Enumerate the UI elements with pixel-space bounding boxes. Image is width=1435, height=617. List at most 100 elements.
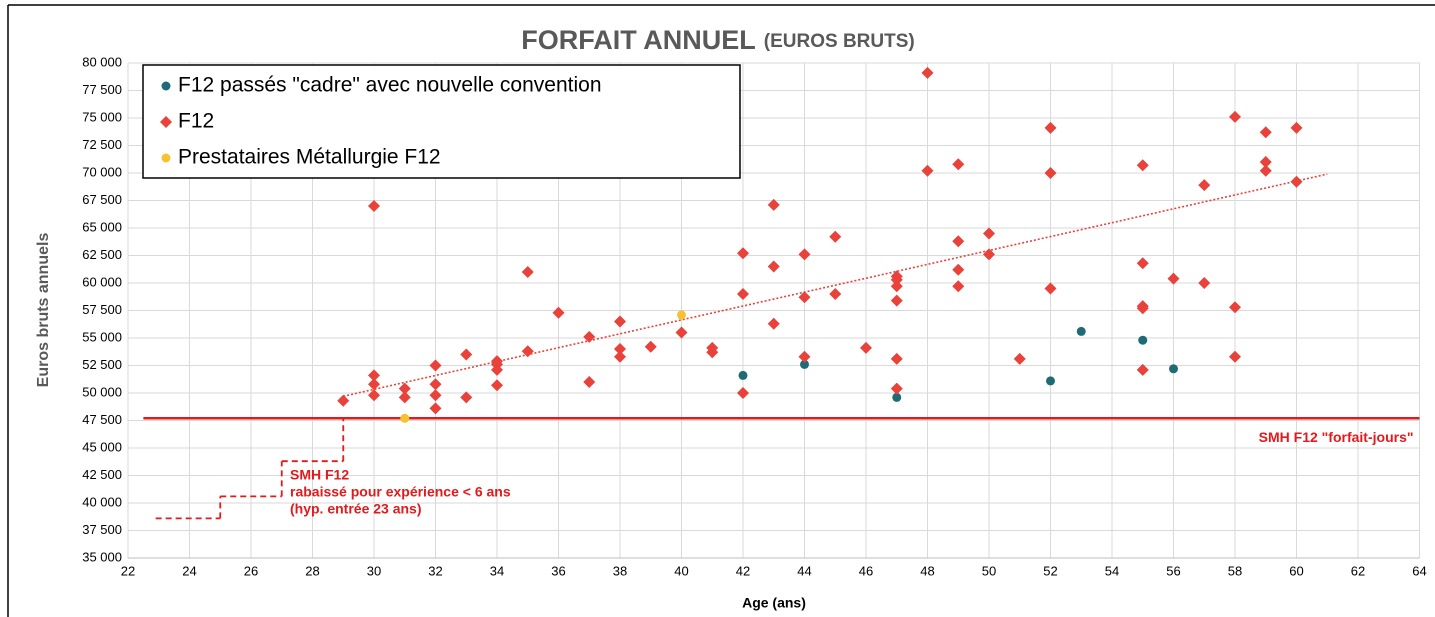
point — [1198, 277, 1211, 289]
x-tick-label: 28 — [305, 563, 319, 578]
x-tick-label: 46 — [859, 563, 873, 578]
point — [860, 341, 872, 354]
point — [1138, 335, 1148, 345]
y-tick-label: 37 500 — [82, 522, 122, 537]
y-tick-label: 50 000 — [82, 384, 122, 399]
smh-label: SMH F12 "forfait-jours" — [1259, 429, 1414, 445]
x-tick-label: 32 — [428, 563, 442, 578]
point — [767, 317, 780, 330]
x-tick-label: 40 — [674, 563, 688, 578]
x-axis-label: Age (ans) — [742, 595, 806, 611]
point — [798, 248, 811, 261]
point — [1136, 302, 1149, 315]
y-tick-label: 42 500 — [82, 467, 122, 482]
x-tick-label: 56 — [1166, 563, 1180, 578]
x-tick-label: 50 — [982, 563, 996, 578]
legend-marker — [161, 81, 171, 91]
x-tick-label: 36 — [551, 563, 565, 578]
point — [552, 306, 565, 319]
smh-step-label: (hyp. entrée 23 ans) — [290, 501, 422, 517]
x-tick-label: 60 — [1289, 563, 1303, 578]
point — [398, 382, 411, 395]
y-tick-label: 62 500 — [82, 247, 122, 262]
point — [429, 402, 442, 415]
chart-title: FORFAIT ANNUEL (EUROS BRUTS) — [521, 25, 914, 55]
point — [829, 288, 842, 300]
x-tick-label: 48 — [920, 563, 934, 578]
trendline — [343, 173, 1328, 398]
point — [1013, 352, 1026, 365]
point — [614, 350, 626, 363]
legend-label: F12 — [178, 110, 214, 133]
point — [429, 389, 442, 402]
y-tick-label: 72 500 — [82, 137, 122, 152]
x-tick-label: 24 — [182, 563, 196, 578]
y-tick-label: 40 000 — [82, 494, 122, 509]
point — [829, 230, 842, 243]
x-tick-label: 22 — [121, 563, 135, 578]
point — [644, 340, 657, 353]
point — [1044, 121, 1057, 134]
point — [890, 294, 903, 307]
point — [952, 280, 965, 293]
point — [583, 330, 596, 343]
point — [890, 273, 903, 286]
point — [1044, 167, 1057, 179]
point — [921, 164, 934, 177]
y-tick-label: 45 000 — [82, 439, 122, 454]
y-tick-label: 65 000 — [82, 219, 122, 234]
y-tick-label: 60 000 — [82, 274, 122, 289]
point — [1167, 272, 1180, 285]
y-tick-label: 77 500 — [82, 82, 122, 97]
legend-box — [142, 64, 741, 179]
point — [429, 359, 442, 372]
point — [737, 247, 749, 260]
point — [921, 66, 934, 79]
point — [738, 370, 748, 380]
y-tick-label: 75 000 — [82, 109, 122, 124]
point — [1136, 257, 1149, 270]
point — [798, 291, 811, 304]
x-tick-label: 34 — [490, 563, 504, 578]
point — [1229, 350, 1241, 363]
point — [337, 394, 350, 407]
point — [983, 227, 995, 240]
point — [1229, 110, 1241, 123]
point — [1046, 376, 1055, 386]
point — [798, 350, 811, 363]
point — [675, 326, 688, 339]
title: FORFAIT ANNUEL — [521, 25, 755, 55]
point — [429, 378, 442, 391]
y-tick-label: 70 000 — [82, 164, 122, 179]
smh-step-label: rabaissé pour expérience < 6 ans — [290, 484, 511, 500]
x-tick-label: 30 — [367, 563, 381, 578]
y-tick-label: 35 000 — [82, 549, 122, 564]
point — [1259, 156, 1272, 168]
point — [614, 343, 626, 355]
x-tick-label: 52 — [1043, 563, 1057, 578]
point — [460, 348, 473, 361]
y-tick-label: 57 500 — [82, 302, 122, 317]
point — [890, 382, 903, 395]
legend-marker — [160, 116, 172, 128]
smh-step-label: SMH F12 — [290, 467, 349, 483]
point — [491, 363, 503, 376]
x-tick-label: 26 — [244, 563, 258, 578]
x-tick-label: 38 — [613, 563, 627, 578]
point — [890, 280, 903, 293]
point — [400, 413, 410, 423]
point — [952, 235, 965, 248]
point — [398, 391, 411, 404]
point — [1136, 363, 1149, 376]
legend-marker — [161, 153, 171, 163]
point — [800, 359, 809, 369]
point — [1198, 179, 1211, 192]
point — [952, 158, 965, 171]
legend-label: F12 passés "cadre" avec nouvelle convent… — [178, 74, 602, 97]
legend: F12 passés "cadre" avec nouvelle convent… — [142, 64, 741, 179]
subtitle: (EUROS BRUTS) — [764, 31, 915, 52]
point — [521, 345, 534, 358]
point — [1076, 326, 1086, 336]
point — [368, 200, 380, 212]
point — [706, 346, 719, 359]
